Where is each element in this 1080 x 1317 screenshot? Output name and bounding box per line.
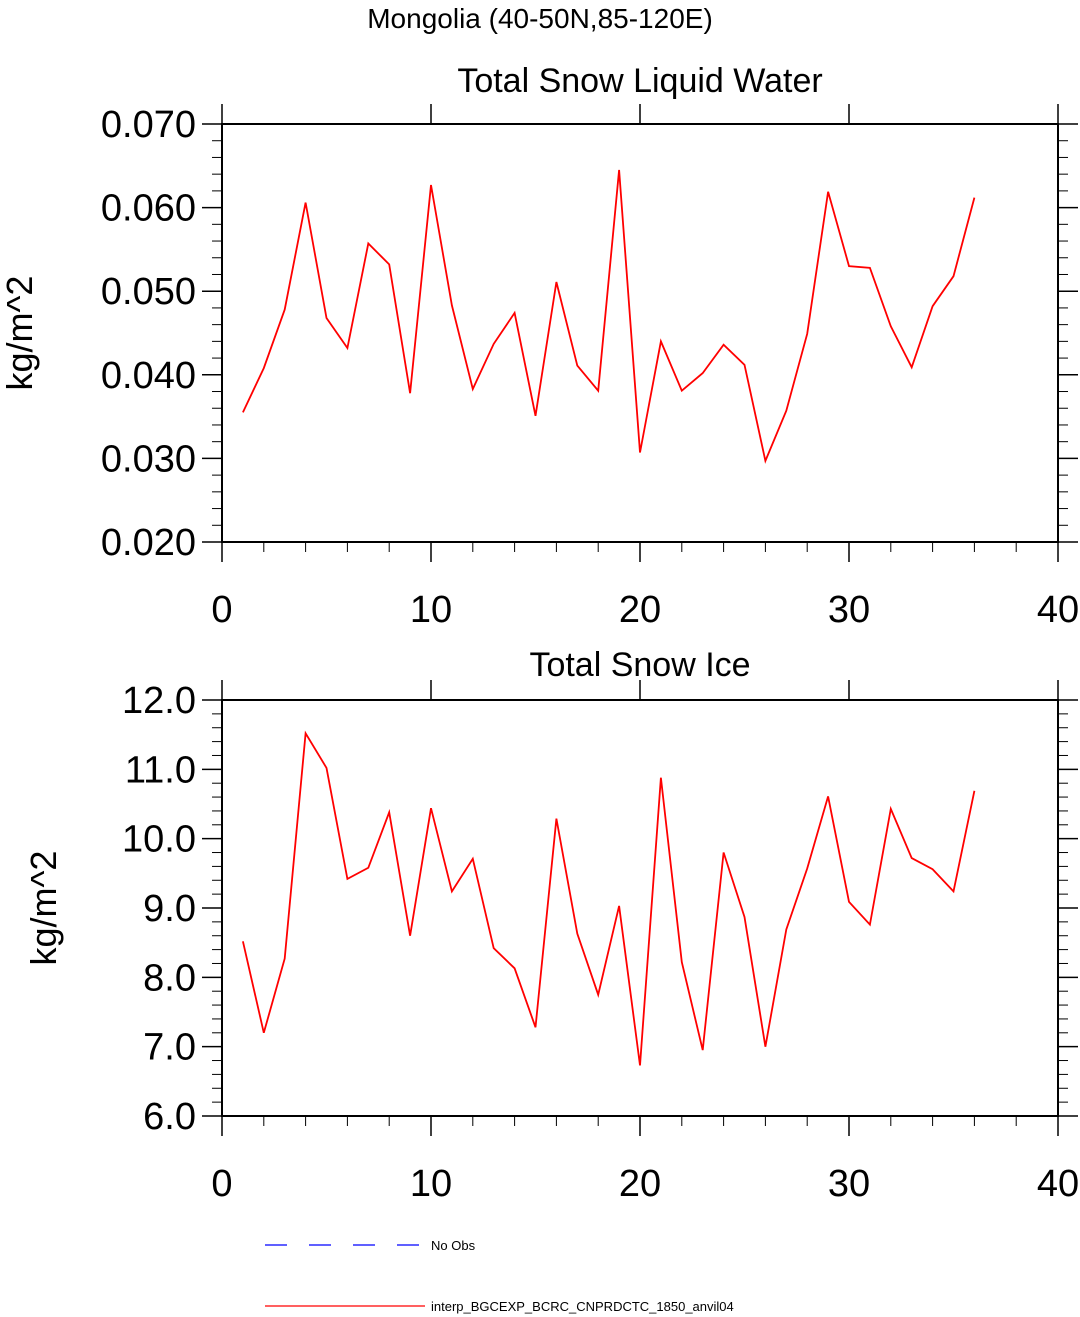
legend: No Obs interp_BGCEXP_BCRC_CNPRDCTC_1850_… xyxy=(265,1238,734,1314)
y-tick-label: 10.0 xyxy=(122,819,196,861)
plot-frame xyxy=(221,123,1059,543)
y-tick-label: 11.0 xyxy=(125,749,196,791)
x-tick-label: 10 xyxy=(410,1163,452,1205)
panel-title: Total Snow Ice xyxy=(529,646,750,684)
x-tick-label: 20 xyxy=(619,589,661,631)
y-tick-label: 0.040 xyxy=(101,355,196,397)
figure-suptitle: Mongolia (40-50N,85-120E) xyxy=(367,3,713,34)
x-tick-label: 30 xyxy=(828,589,870,631)
y-axis-label: kg/m^2 xyxy=(23,851,64,966)
legend-item-no-obs: No Obs xyxy=(265,1238,476,1253)
y-tick-label: 8.0 xyxy=(143,957,196,999)
x-tick-label: 20 xyxy=(619,1163,661,1205)
panel-title: Total Snow Liquid Water xyxy=(457,62,822,100)
y-tick-label: 0.050 xyxy=(101,271,196,313)
x-tick-label: 40 xyxy=(1037,589,1079,631)
series-line xyxy=(242,730,976,1066)
x-tick-label: 0 xyxy=(211,589,232,631)
x-tick-label: 10 xyxy=(410,589,452,631)
panel-snow-ice: Total Snow Ice kg/m^2 0 10 20 30 40 6.0 7.0 8.0… xyxy=(23,646,1079,1205)
y-tick-label: 12.0 xyxy=(122,680,196,722)
y-tick-label: 0.030 xyxy=(101,438,196,480)
y-tick-label: 0.060 xyxy=(101,188,196,230)
x-tick-label: 40 xyxy=(1037,1163,1079,1205)
legend-label-model: interp_BGCEXP_BCRC_CNPRDCTC_1850_anvil04 xyxy=(431,1299,734,1314)
legend-item-model: interp_BGCEXP_BCRC_CNPRDCTC_1850_anvil04 xyxy=(265,1299,734,1314)
y-tick-label: 0.070 xyxy=(101,104,196,146)
y-tick-label: 9.0 xyxy=(143,888,196,930)
legend-label-no-obs: No Obs xyxy=(431,1238,476,1253)
series-line xyxy=(242,169,976,464)
y-tick-label: 0.020 xyxy=(101,522,196,564)
y-tick-label: 6.0 xyxy=(143,1096,196,1138)
y-axis-label: kg/m^2 xyxy=(0,276,40,391)
y-tick-label: 7.0 xyxy=(143,1027,196,1069)
panel-snow-liquid-water: Total Snow Liquid Water kg/m^2 0 10 20 30 40… xyxy=(0,62,1079,631)
x-tick-label: 30 xyxy=(828,1163,870,1205)
x-tick-label: 0 xyxy=(211,1163,232,1205)
